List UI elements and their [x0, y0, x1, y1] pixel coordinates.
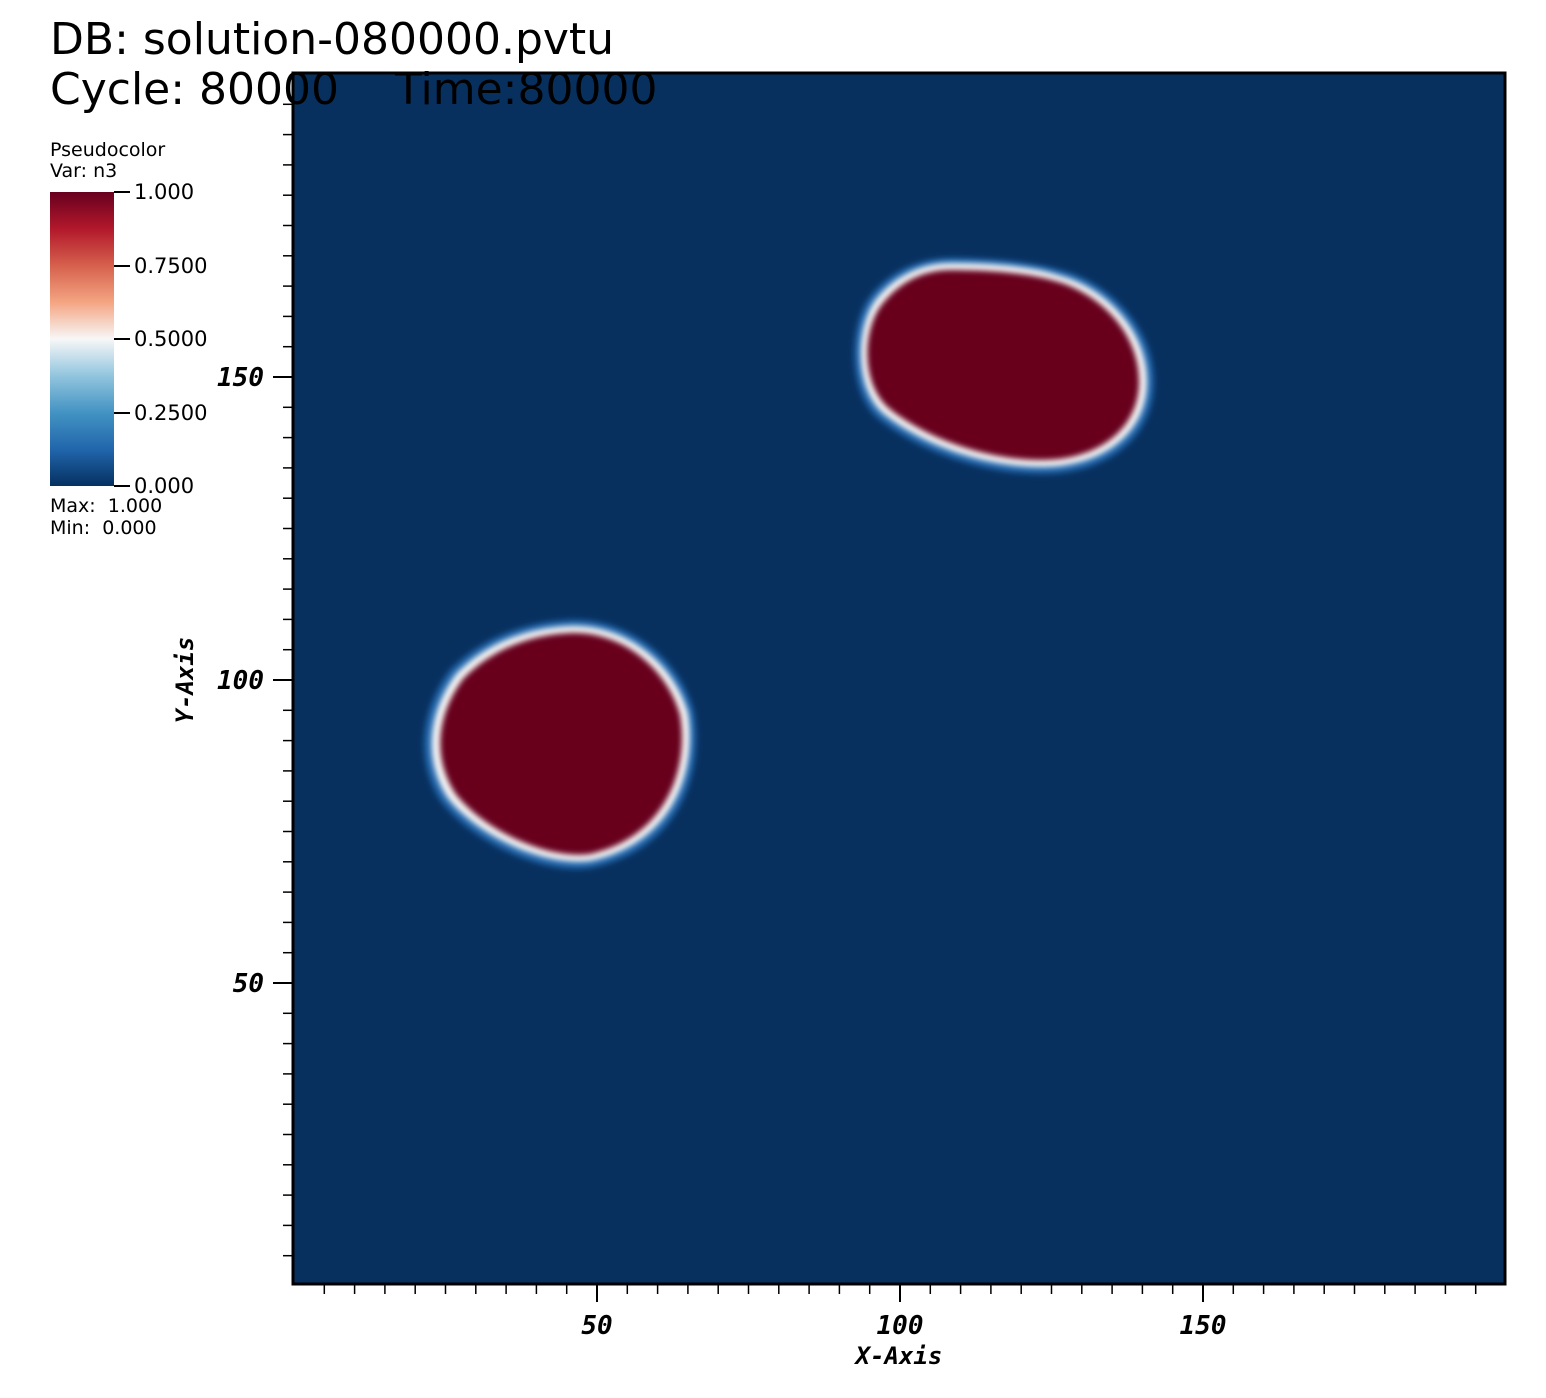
x-tick-label: 50: [581, 1311, 612, 1341]
x-tick-label: 150: [1180, 1311, 1227, 1341]
legend-tick-label: 1.000: [134, 180, 195, 204]
y-axis-ticks: [273, 103, 293, 1257]
legend-tick-label: 0.2500: [134, 401, 208, 425]
x-tick-label: 100: [877, 1311, 924, 1341]
legend-tick-label: 0.7500: [134, 254, 208, 278]
y-tick-label: 50: [233, 969, 264, 999]
legend-variable: Var: n3: [50, 160, 118, 182]
legend-tick-label: 0.000: [134, 474, 195, 498]
y-tick-label: 150: [217, 363, 264, 393]
legend-color-bar: [50, 192, 114, 486]
legend-plot-type: Pseudocolor: [50, 139, 166, 161]
x-axis-title: X-Axis: [854, 1342, 943, 1370]
legend-tick: [114, 485, 130, 487]
legend-min: Min: 0.000: [50, 517, 157, 539]
cycle-time-label: Cycle: 80000 Time:80000: [50, 64, 658, 115]
y-axis-title: Y-Axis: [171, 637, 199, 724]
legend-tick: [114, 191, 130, 193]
legend-tick-label: 0.5000: [134, 327, 208, 351]
legend-max: Max: 1.000: [50, 495, 163, 517]
field-blob-lower: [423, 619, 697, 869]
x-axis-ticks: [323, 1284, 1477, 1302]
legend-tick: [114, 338, 130, 340]
field-blob-upper: [854, 258, 1155, 474]
y-tick-label: 100: [217, 666, 264, 696]
legend-tick: [114, 265, 130, 267]
database-label: DB: solution-080000.pvtu: [50, 14, 615, 65]
legend-tick: [114, 412, 130, 414]
